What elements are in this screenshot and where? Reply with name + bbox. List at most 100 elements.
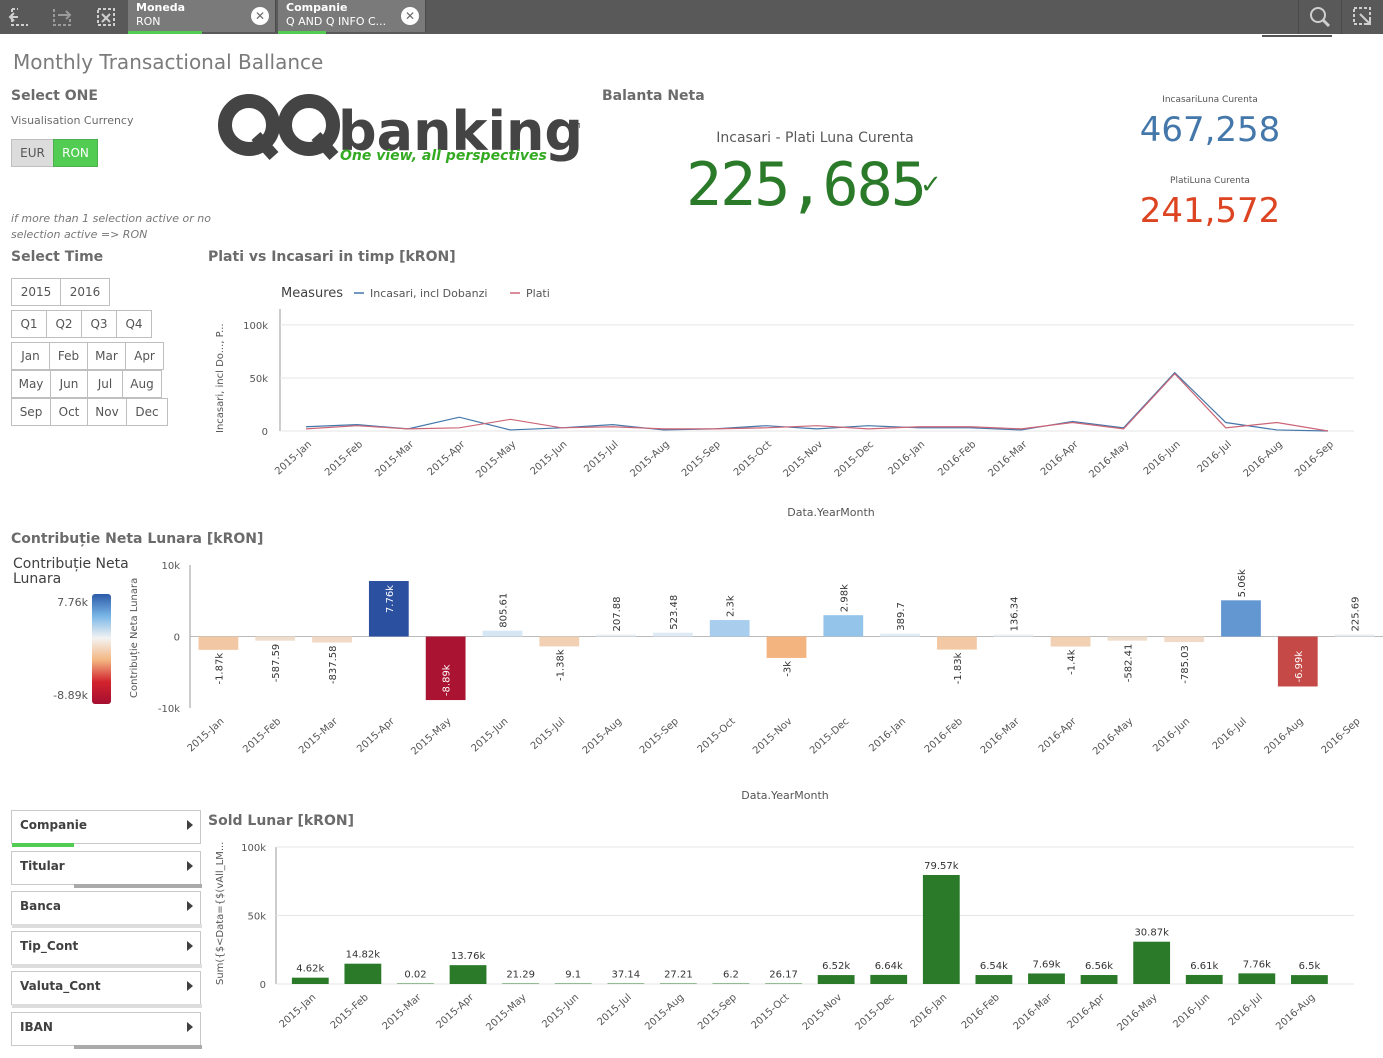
quarter-buttons: Q1 Q2 Q3 Q4 (11, 310, 152, 338)
month-buttons-row-3: Sep Oct Nov Dec (11, 398, 168, 426)
y-tick-label: 100k (243, 321, 268, 332)
month-jan-button[interactable]: Jan (11, 342, 50, 370)
x-axis-label: Data.YearMonth (787, 506, 875, 519)
x-tick-label: 2016-May (1087, 439, 1131, 481)
sold-chart-title: Sold Lunar [kRON] (208, 813, 354, 829)
listbox-label: Titular (20, 859, 65, 873)
line-chart[interactable]: Measures Incasari, incl Dobanzi Plati 100k 5… (206, 275, 1383, 525)
x-tick-label: 2016-Aug (1274, 992, 1317, 1033)
data-label: -837.58 (328, 645, 339, 684)
x-tick-label: 2016-Sep (1320, 716, 1363, 756)
currency-eur-button[interactable]: EUR (11, 139, 54, 167)
bar (1164, 636, 1205, 643)
bar (766, 636, 807, 658)
selection-field-name: Moneda (136, 1, 186, 14)
listbox-titular[interactable]: Titular (11, 851, 202, 888)
x-tick-label: 2015-Apr (355, 715, 397, 755)
listbox-label: Tip_Cont (20, 939, 79, 953)
contributie-bar-chart[interactable]: 10k 0 -10k Contribuție Neta Lunara -1.87k 201… (120, 550, 1383, 810)
quarter-q4-button[interactable]: Q4 (116, 310, 152, 338)
quarter-q3-button[interactable]: Q3 (81, 310, 117, 338)
bar (312, 636, 352, 643)
x-tick-label: 2015-Feb (329, 992, 371, 1031)
currency-note: if more than 1 selection active or no se… (11, 212, 211, 241)
data-label: 27.21 (664, 970, 693, 981)
expand-arrow-icon[interactable] (187, 820, 193, 830)
listbox-banca[interactable]: Banca (11, 891, 202, 928)
color-legend-min: -8.89k (53, 689, 88, 702)
data-label: 6.52k (822, 961, 850, 972)
expand-arrow-icon[interactable] (187, 981, 193, 991)
close-icon[interactable]: ✕ (401, 7, 419, 25)
step-back-icon[interactable] (0, 0, 40, 34)
selection-chip-moneda[interactable]: Moneda RON ✕ (128, 0, 276, 34)
month-may-button[interactable]: May (11, 370, 51, 398)
month-jun-button[interactable]: Jun (50, 370, 88, 398)
expand-arrow-icon[interactable] (187, 1022, 193, 1032)
expand-arrow-icon[interactable] (187, 941, 193, 951)
month-mar-button[interactable]: Mar (87, 342, 126, 370)
bar (1185, 974, 1223, 984)
month-feb-button[interactable]: Feb (49, 342, 88, 370)
quarter-q1-button[interactable]: Q1 (11, 310, 47, 338)
y-tick-label: 0 (262, 427, 268, 438)
selections-toolbar: Moneda RON ✕ Companie Q AND Q INFO C... … (0, 0, 1383, 34)
data-label: 136.34 (1010, 597, 1021, 632)
currency-ron-button[interactable]: RON (53, 139, 98, 167)
step-forward-icon[interactable] (42, 0, 82, 34)
bar (880, 633, 921, 637)
listbox-state-bar (12, 924, 202, 928)
bar (1238, 973, 1276, 984)
bar (870, 974, 908, 984)
data-label: 21.29 (506, 970, 535, 981)
listbox-state-bar (12, 964, 202, 968)
selection-chip-companie[interactable]: Companie Q AND Q INFO C... ✕ (278, 0, 426, 34)
x-tick-label: 2016-Jul (1195, 439, 1233, 475)
x-tick-label: 2016-Feb (936, 439, 978, 478)
month-sep-button[interactable]: Sep (11, 398, 51, 426)
month-nov-button[interactable]: Nov (87, 398, 127, 426)
bar (482, 630, 523, 637)
sold-bar-chart[interactable]: 100k 50k 0 Sum({$<Data={$(vAll_LM... 4.62k 20… (206, 835, 1383, 1058)
y-tick-label: 100k (241, 843, 266, 854)
bar (425, 636, 466, 701)
quarter-q2-button[interactable]: Q2 (46, 310, 82, 338)
bar (397, 983, 434, 984)
search-icon[interactable] (1298, 0, 1340, 34)
qqbanking-logo: banking TM One view, all perspectives (216, 92, 588, 168)
month-aug-button[interactable]: Aug (122, 370, 162, 398)
listbox-tip_cont[interactable]: Tip_Cont (11, 931, 202, 968)
month-apr-button[interactable]: Apr (125, 342, 164, 370)
close-icon[interactable]: ✕ (251, 7, 269, 25)
month-jul-button[interactable]: Jul (87, 370, 123, 398)
smart-search-icon[interactable] (1341, 0, 1383, 34)
bar (709, 620, 750, 637)
data-label: 6.54k (980, 961, 1008, 972)
svg-text:One view, all perspectives: One view, all perspectives (340, 148, 547, 164)
x-tick-label: 2016-Jan (908, 992, 949, 1030)
year-2016-button[interactable]: 2016 (60, 278, 110, 306)
year-2015-button[interactable]: 2015 (11, 278, 61, 306)
x-tick-label: 2015-Oct (750, 992, 792, 1031)
expand-arrow-icon[interactable] (187, 861, 193, 871)
bar (344, 963, 382, 984)
listbox-iban[interactable]: IBAN (11, 1012, 202, 1049)
expand-arrow-icon[interactable] (187, 901, 193, 911)
listbox-label: IBAN (20, 1020, 53, 1034)
x-tick-label: 2016-Feb (923, 716, 965, 755)
listbox-valuta_cont[interactable]: Valuta_Cont (11, 971, 202, 1008)
data-label: 805.61 (498, 593, 509, 628)
bar (449, 965, 487, 984)
series-line-1 (305, 372, 1329, 432)
data-label: 6.5k (1299, 961, 1321, 972)
listbox-companie[interactable]: Companie (11, 810, 201, 847)
month-dec-button[interactable]: Dec (126, 398, 168, 426)
clear-selections-icon[interactable] (84, 0, 124, 34)
x-tick-label: 2016-Feb (960, 992, 1002, 1031)
y-axis-label: Contribuție Neta Lunara (129, 578, 140, 698)
bar (1028, 973, 1065, 984)
month-oct-button[interactable]: Oct (50, 398, 88, 426)
x-tick-label: 2015-Aug (581, 716, 624, 757)
bar (554, 983, 592, 984)
